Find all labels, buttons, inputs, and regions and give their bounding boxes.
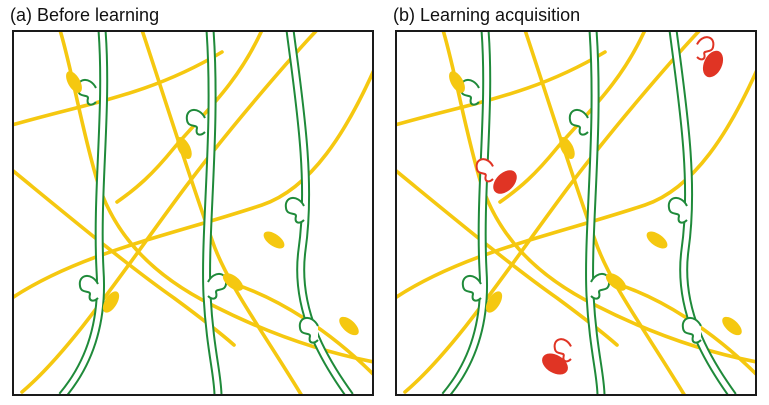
axon-1 [441, 32, 755, 364]
dendrite-2 [202, 32, 223, 394]
axon-bouton [176, 137, 192, 159]
panel-a-diagram [14, 32, 372, 394]
axon-bouton [559, 137, 575, 159]
axon-1 [58, 32, 372, 364]
axon-4 [14, 70, 372, 299]
dendritic-spine [185, 109, 206, 136]
panel-a-title: (a) Before learning [10, 5, 160, 25]
axon-5 [20, 32, 318, 394]
axon-8 [14, 50, 224, 127]
dendritic-spine [298, 317, 319, 344]
dendrite-3 [285, 32, 354, 394]
axon-4 [397, 70, 755, 299]
panel-learning-acquisition [395, 30, 757, 396]
panel-before-learning [12, 30, 374, 396]
axon-bouton [485, 291, 503, 313]
axon-bouton [339, 316, 359, 336]
axon-bouton [222, 273, 244, 291]
panel-b-title: (b) Learning acquisition [393, 5, 581, 25]
axon-bouton [605, 273, 627, 291]
dendritic-spine [681, 317, 702, 344]
axon-bouton [102, 291, 120, 313]
axon-bouton [66, 71, 82, 93]
dendrite-1 [58, 32, 109, 394]
dendritic-spine [461, 275, 482, 302]
dendritic-spine [667, 197, 688, 224]
new-spine [696, 36, 715, 61]
axon-bouton [449, 71, 465, 93]
new-spine [475, 158, 494, 183]
dendritic-spine [590, 273, 611, 300]
dendritic-spine [284, 197, 305, 224]
dendritic-spine [76, 79, 97, 106]
dendritic-spine [207, 273, 228, 300]
dendritic-spine [78, 275, 99, 302]
axon-bouton [646, 231, 668, 249]
axon-8 [397, 50, 607, 127]
new-synaptic-bouton [542, 353, 568, 375]
new-synaptic-bouton [702, 50, 724, 78]
dendrite-2 [585, 32, 606, 394]
new-synaptic-bouton [493, 170, 517, 194]
axon-2 [523, 32, 686, 394]
axon-2 [140, 32, 303, 394]
axon-bouton [263, 231, 285, 249]
panel-b-diagram [397, 32, 755, 394]
axon-bouton [722, 316, 742, 336]
axon-5 [403, 32, 701, 394]
dendritic-spine [459, 79, 480, 106]
dendritic-spine [568, 109, 589, 136]
dendrite-1 [441, 32, 492, 394]
dendrite-3 [668, 32, 737, 394]
new-spine [553, 338, 572, 363]
